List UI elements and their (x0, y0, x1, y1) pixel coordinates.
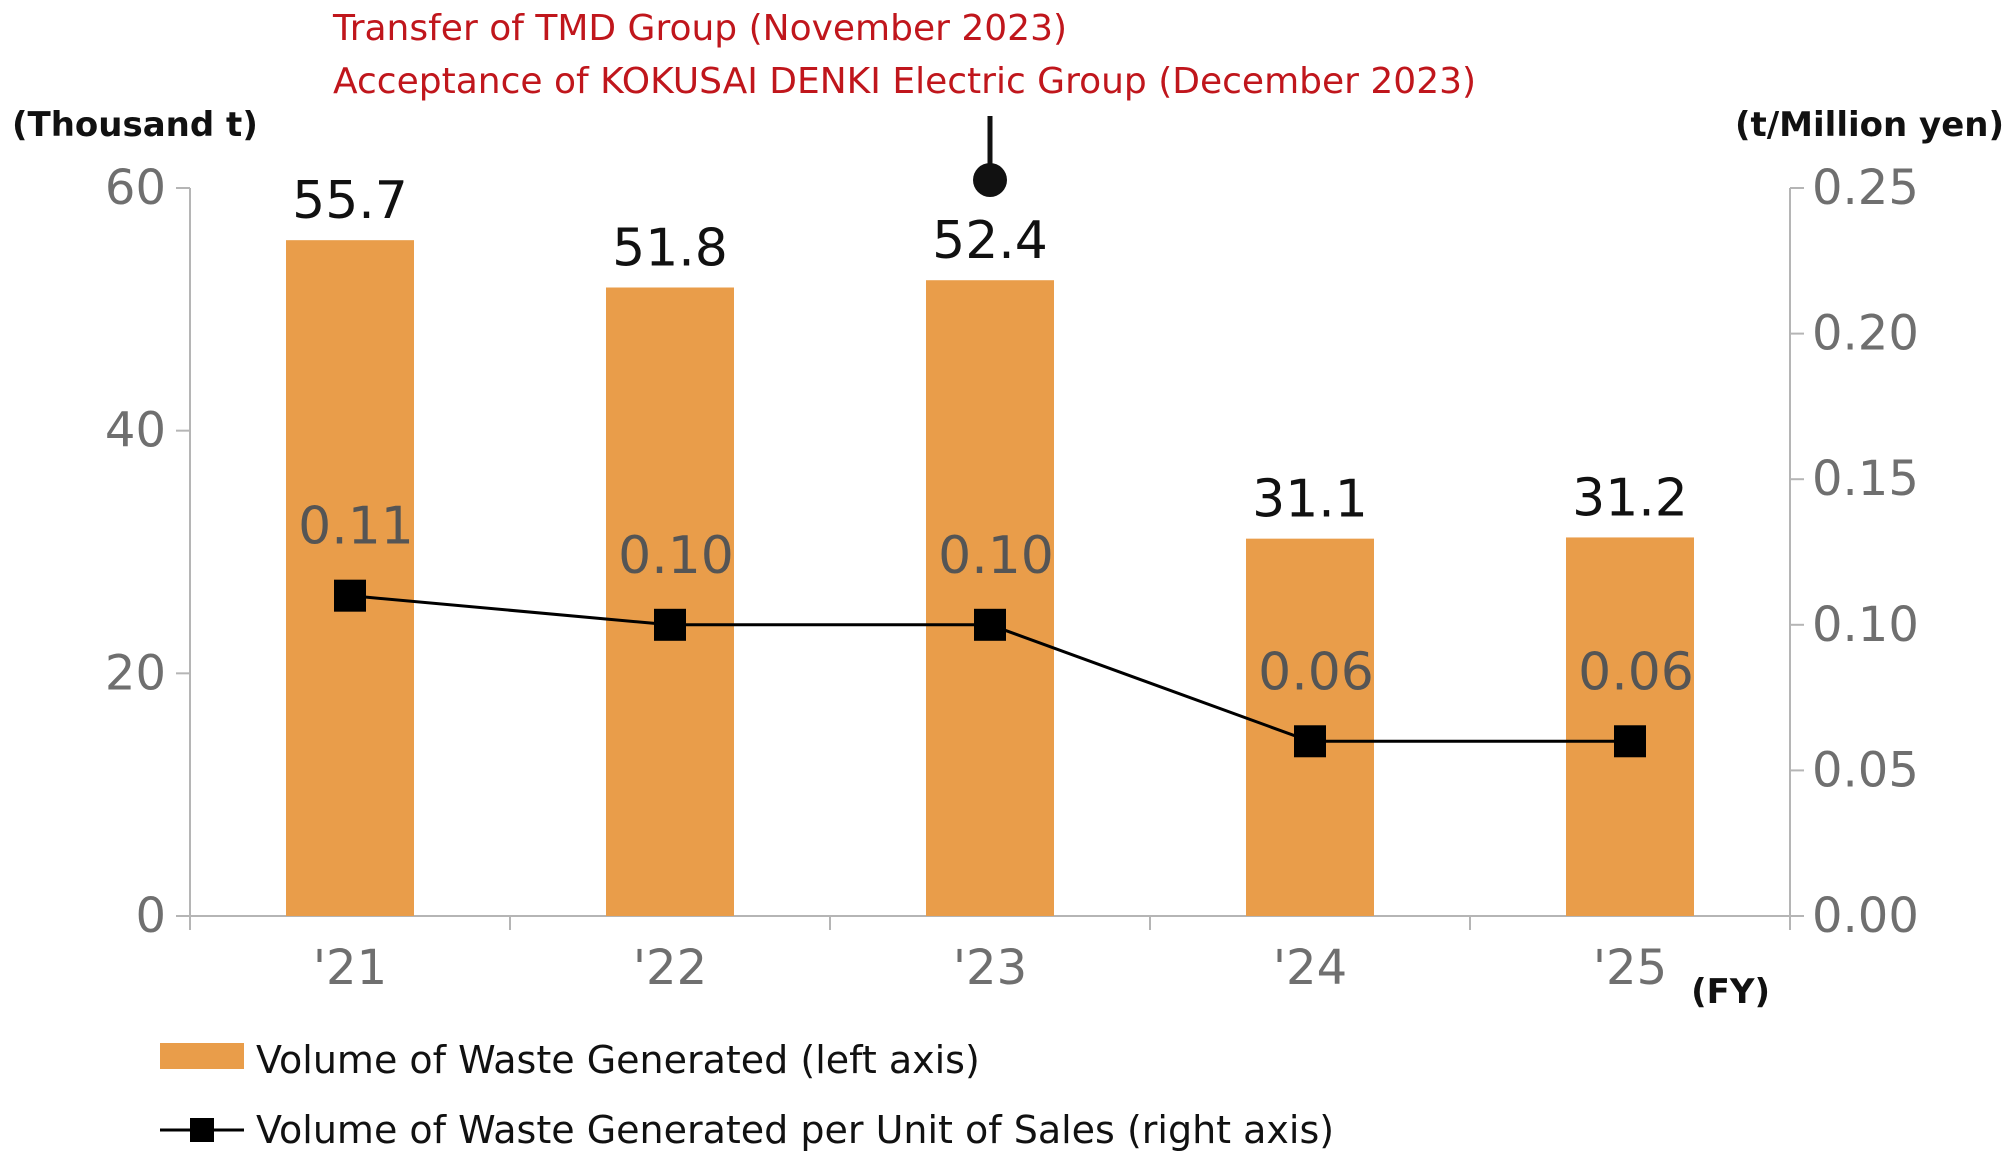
right-axis-tick-label: 0.15 (1812, 451, 1919, 507)
bar-value-label: 31.2 (1572, 468, 1688, 528)
bar (926, 280, 1054, 916)
line-value-label: 0.11 (298, 497, 414, 557)
annotation-marker (973, 116, 1007, 197)
x-axis-tick-label: '24 (1273, 940, 1347, 996)
left-axis-tick-label: 0 (135, 888, 166, 944)
bar-value-label: 52.4 (932, 211, 1048, 271)
x-axis-tick-label: '25 (1593, 940, 1667, 996)
line-value-label: 0.10 (618, 526, 734, 586)
line-point (1294, 725, 1326, 758)
line-point (974, 608, 1006, 641)
annotation-line-2: Acceptance of KOKUSAI DENKI Electric Gro… (333, 61, 1476, 102)
x-axis-tick-label: '23 (953, 940, 1027, 996)
x-axis-unit: (FY) (1691, 972, 1770, 1012)
line-value-label: 0.10 (938, 526, 1054, 586)
data-labels: 55.7 51.8 52.4 31.1 31.2 0.11 0.10 0.10 0.06 0.06 (292, 171, 1694, 702)
line-point (654, 608, 686, 641)
bar-value-label: 31.1 (1252, 470, 1368, 530)
bar (286, 240, 414, 916)
annotation-line-1: Transfer of TMD Group (November 2023) (332, 8, 1067, 49)
legend-line-label: Volume of Waste Generated per Unit of Sa… (256, 1108, 1334, 1152)
line-point (334, 579, 366, 612)
left-axis-tick-label: 40 (105, 403, 166, 459)
right-axis-tick-label: 0.00 (1812, 888, 1919, 944)
bar-value-label: 51.8 (612, 218, 728, 278)
legend: Volume of Waste Generated (left axis) Vo… (160, 1038, 1334, 1152)
line-series (334, 579, 1646, 758)
right-axis-tick-label: 0.10 (1812, 597, 1919, 653)
line-value-label: 0.06 (1578, 642, 1694, 702)
right-axis-tick-label: 0.05 (1812, 742, 1919, 798)
annotation-pointer-dot (973, 163, 1007, 197)
right-axis-tick-label: 0.25 (1812, 160, 1919, 216)
legend-bar-swatch (160, 1043, 244, 1069)
bar (606, 287, 734, 916)
bar-value-label: 55.7 (292, 171, 408, 231)
right-axis-tick-label: 0.20 (1812, 306, 1919, 362)
left-axis-unit: (Thousand t) (12, 105, 258, 145)
left-axis-tick-label: 60 (105, 160, 166, 216)
axes: 0 20 40 60 0.00 0.05 0.10 0.15 0.20 0.25 '21 '22 '23… (105, 160, 1919, 996)
line-point (1614, 725, 1646, 758)
left-axis-tick-label: 20 (105, 645, 166, 701)
line-value-label: 0.06 (1258, 642, 1374, 702)
x-axis-tick-label: '21 (313, 940, 387, 996)
legend-line-marker (190, 1118, 214, 1142)
x-axis-tick-label: '22 (633, 940, 707, 996)
legend-bar-label: Volume of Waste Generated (left axis) (256, 1038, 980, 1082)
right-axis-unit: (t/Million yen) (1735, 105, 2004, 145)
